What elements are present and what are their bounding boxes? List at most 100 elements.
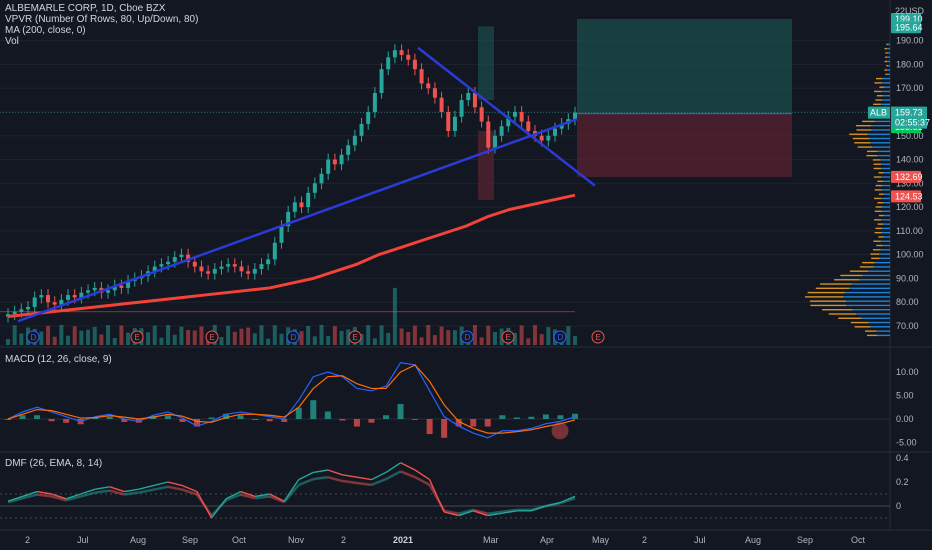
- candle-body: [192, 261, 197, 267]
- dmf-ema-segment: [472, 508, 489, 515]
- vpvr-bar-up: [884, 86, 890, 88]
- countdown-label: 02:55:37: [895, 118, 930, 128]
- profit-zone: [577, 19, 792, 114]
- dmf-ema-segment: [298, 477, 314, 487]
- candle-body: [226, 264, 231, 267]
- vpvr-bar-down: [873, 103, 881, 105]
- candle-body: [559, 123, 564, 129]
- dmf-segment: [36, 490, 52, 495]
- dmf-segment: [342, 474, 358, 478]
- volume-bar: [392, 287, 397, 345]
- volume-bar: [79, 330, 84, 345]
- candle-body: [466, 92, 471, 101]
- legend-dmf[interactable]: DMF (26, EMA, 8, 14): [5, 458, 103, 469]
- candle-body: [399, 50, 404, 55]
- legend-main[interactable]: ALBEMARLE CORP, 1D, Cboe BZX: [5, 3, 166, 14]
- macd-highlight-circle: [551, 422, 569, 440]
- vpvr-bar-up: [883, 180, 890, 183]
- candle-body: [446, 111, 451, 132]
- macd-histogram-bar: [19, 415, 26, 419]
- vpvr-bar-down: [862, 120, 875, 123]
- volume-bar: [152, 325, 157, 345]
- volume-bar: [546, 327, 551, 345]
- vpvr-bar-up: [887, 43, 890, 46]
- vpvr-bar-up: [881, 219, 890, 221]
- legend-vol[interactable]: Vol: [5, 36, 19, 47]
- vpvr-bar-down: [875, 227, 883, 230]
- current-price-label: 159.73: [895, 108, 923, 118]
- volume-bar: [372, 338, 377, 345]
- dmf-ema-segment: [414, 476, 431, 486]
- volume-bar: [99, 334, 104, 345]
- dmf-ema-segment: [385, 470, 402, 481]
- dmf-segment: [487, 512, 503, 517]
- volume-bar: [146, 332, 151, 345]
- vpvr-bar-down: [874, 219, 882, 221]
- vpvr-bar-down: [854, 142, 871, 144]
- macd-histogram-bar: [266, 419, 273, 422]
- candle-body: [72, 295, 77, 298]
- vpvr-bar-up: [879, 253, 890, 255]
- vpvr-bar-down: [834, 279, 860, 281]
- macd-histogram-bar: [572, 413, 578, 419]
- legend-ma[interactable]: MA (200, close, 0): [5, 25, 86, 36]
- vpvr-bar-up: [874, 120, 890, 123]
- loss-zone: [577, 113, 792, 177]
- volume-bar: [306, 326, 311, 345]
- vpvr-bar-up: [843, 296, 890, 298]
- vpvr-bar-up: [887, 60, 890, 63]
- vpvr-bar-up: [873, 266, 890, 268]
- candle-body: [166, 261, 171, 265]
- dmf-ema-segment: [167, 485, 183, 491]
- vpvr-bar-down: [850, 321, 869, 324]
- vpvr-bar-down: [873, 240, 881, 242]
- legend-macd[interactable]: MACD (12, 26, close, 9): [5, 354, 112, 365]
- volume-bar: [239, 328, 244, 345]
- legend-vpvr[interactable]: VPVR (Number Of Rows, 80, Up/Down, 80): [5, 14, 199, 25]
- dmf-ema-segment: [283, 484, 300, 503]
- currency-label[interactable]: USD: [905, 6, 925, 16]
- candle-body: [212, 268, 217, 274]
- vpvr-bar-down: [870, 253, 880, 255]
- candle-body: [392, 50, 397, 58]
- volume-bar: [366, 325, 371, 345]
- time-tick: Oct: [232, 535, 247, 545]
- vpvr-bar-down: [877, 180, 884, 183]
- candle-body: [412, 59, 417, 70]
- candle-body: [573, 112, 577, 120]
- dmf-segment: [385, 462, 401, 473]
- dmf-segment: [80, 488, 96, 495]
- macd-histogram-bar: [106, 416, 113, 419]
- dmf-ema-segment: [65, 495, 82, 502]
- macd-histogram-bar: [252, 419, 259, 420]
- volume-bar: [179, 326, 184, 345]
- candle-body: [292, 202, 297, 212]
- vpvr-bar-up: [845, 300, 890, 302]
- vpvr-bar-down: [876, 77, 883, 80]
- candle-body: [472, 92, 477, 108]
- candle-body: [459, 100, 464, 117]
- dmf-ema-segment: [210, 499, 227, 517]
- dmf-ema-segment: [560, 497, 576, 505]
- macd-histogram-bar: [528, 416, 535, 419]
- vpvr-bar-up: [883, 193, 890, 195]
- vpvr-bar-down: [866, 334, 878, 337]
- vpvr-bar-up: [883, 202, 890, 204]
- dmf-segment: [240, 490, 256, 498]
- candle-body: [452, 116, 457, 132]
- macd-histogram-bar: [63, 419, 70, 423]
- dividend-marker: [286, 330, 300, 344]
- vpvr-bar-down: [872, 249, 881, 251]
- dmf-ema-segment: [195, 493, 213, 517]
- volume-bar: [452, 330, 457, 345]
- vpvr-bar-up: [886, 69, 890, 71]
- dmf-segment: [356, 476, 372, 481]
- price-tag: [891, 21, 921, 34]
- candle-body: [92, 287, 97, 291]
- time-tick: Sep: [182, 535, 198, 545]
- vpvr-bar-up: [880, 159, 890, 161]
- earnings-marker: [591, 330, 605, 344]
- volume-bar: [39, 331, 44, 345]
